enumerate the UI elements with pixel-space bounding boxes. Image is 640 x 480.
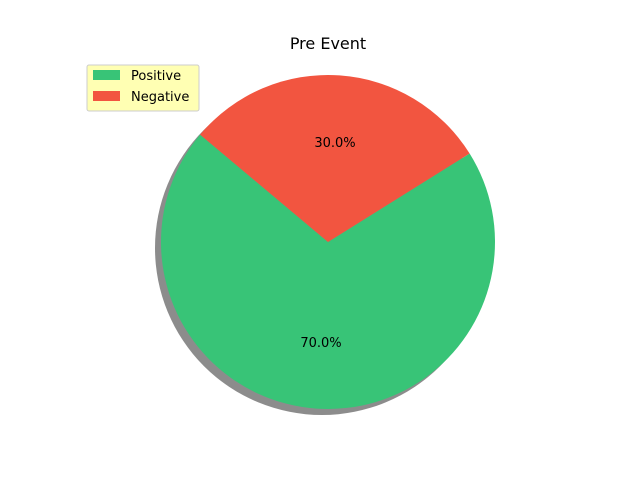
pie-slices	[160, 74, 495, 409]
pie-slice-negative	[200, 74, 470, 242]
pie-pct-label-negative: 30.0%	[314, 136, 355, 151]
pie-slice-positive	[160, 134, 495, 409]
pie-pct-label-positive: 70.0%	[300, 336, 341, 351]
legend-swatch-negative	[93, 91, 120, 101]
legend-swatch-positive	[93, 70, 120, 80]
legend-label-positive: Positive	[131, 69, 181, 84]
legend: Positive Negative	[86, 64, 200, 112]
chart-title: Pre Event	[290, 34, 366, 53]
legend-label-negative: Negative	[131, 90, 189, 105]
pie-percent-labels: 70.0% 30.0%	[300, 136, 355, 351]
